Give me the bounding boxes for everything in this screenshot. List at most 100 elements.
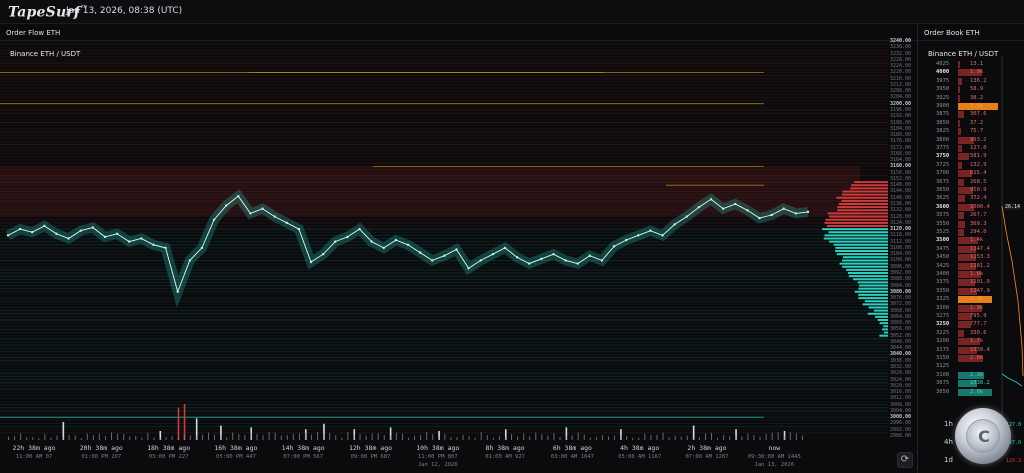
price-tick-label: 3072.00 [890,301,912,308]
volume-tick [583,434,585,440]
order-book-row[interactable]: 3725 132.9 [926,161,998,169]
order-book-row[interactable]: 3550 369.3 [926,220,998,228]
order-book-row[interactable]: 3050 2.8k [926,388,998,396]
time-axis[interactable]: 22h 38m ago 11:00 AM 07 20h 38m ago 01:00 P… [0,444,888,473]
order-book-row[interactable]: 4025 13.1 [926,60,998,68]
order-book-depth-bar [958,304,982,312]
order-book-quantity: 3.8k [970,103,984,109]
order-book-depth-bar [958,161,962,169]
order-book-row[interactable]: 3200 1.7k [926,337,998,346]
volume-tick [377,433,379,440]
order-book-depth-bar [958,153,970,161]
price-tick-label: 3068.00 [890,307,912,314]
order-book-row[interactable]: 3775 127.0 [926,144,998,152]
order-book-row[interactable]: 3900 3.8k [926,102,998,110]
order-book-row[interactable]: 3500 1.4k [926,236,998,245]
order-book-row[interactable]: 3950 58.9 [926,85,998,94]
volume-bar [177,407,180,440]
badge-inner: C [966,419,1000,453]
order-book-price: 3500 [936,237,950,244]
order-book-row[interactable]: 3525 294.0 [926,228,998,236]
order-book-row[interactable]: 3400 1.8k [926,270,998,278]
order-book-row[interactable]: 3650 950.9 [926,186,998,194]
order-book-row[interactable]: 3825 75.7 [926,127,998,136]
order-book-row[interactable]: 3225 330.6 [926,329,998,337]
volume-tick [232,432,234,440]
order-book-row[interactable]: 4000 1.9k [926,68,998,77]
app-badge-logo[interactable]: C [955,408,1011,464]
price-trace-point [758,216,761,220]
volume-tick [674,435,676,440]
divider [918,40,1024,41]
order-book-row[interactable]: 3975 136.2 [926,77,998,85]
price-trace-point [540,257,543,261]
volume-tick [511,434,513,440]
order-book-row[interactable]: 3100 2.2k [926,371,998,379]
timeframe-label: 1d [944,456,953,464]
price-trace-point [588,254,592,257]
time-ago-label: 4h 38m ago [620,444,660,452]
order-book-row[interactable]: 3175 1339.4 [926,346,998,354]
volume-tick [680,436,682,440]
price-tick-label: 3204.00 [890,94,912,101]
order-book-row[interactable]: 3450 1153.3 [926,253,998,262]
volume-tick [438,437,440,440]
order-book-row[interactable]: 3350 1247.9 [926,287,998,295]
order-book-row[interactable]: 3125 [926,362,998,370]
volume-tick [638,437,640,440]
chart-settings-button[interactable]: ⟳ [897,452,913,468]
order-book-row[interactable]: 3625 372.4 [926,194,998,203]
order-book-row[interactable]: 3375 1101.9 [926,278,998,287]
price-tick-label: 3168.00 [890,150,912,157]
timeframe-volume-row[interactable]: 1d 129.3 [944,456,1024,466]
volume-tick [353,434,355,440]
panel-divider[interactable] [917,24,918,473]
order-book-row[interactable]: 3750 581.9 [926,152,998,161]
order-book-row[interactable]: 3275 795.9 [926,312,998,320]
price-axis[interactable]: 3240.00 3236.00 3232.00 3228.00 3224.00 3220.… [888,38,918,441]
order-book-depth-bar [958,371,985,379]
price-tick-label: 3164.00 [890,157,912,164]
order-book-price: 3100 [936,371,950,378]
volume-tick [480,432,482,440]
order-book-row[interactable]: 3075 1338.2 [926,379,998,388]
price-trace-point [358,227,361,231]
order-book-row[interactable]: 3325 2.9k [926,295,998,304]
price-trace-point [406,243,410,246]
order-flow-heatmap[interactable] [0,41,888,444]
timeframe-volume-row[interactable]: 4h 127.0 [944,438,1024,448]
order-book-row[interactable]: 3575 267.7 [926,211,998,220]
order-book-row[interactable]: 3150 2.0k [926,354,998,362]
volume-tick [56,435,58,440]
order-book-row[interactable]: 3425 1181.2 [926,262,998,270]
order-book-price: 3200 [936,338,950,345]
order-book-row[interactable]: 3875 307.6 [926,110,998,119]
tapesurf-logo[interactable]: TapeSurf™ [8,3,88,21]
order-book-price: 3825 [936,128,950,135]
volume-tick [686,435,688,440]
volume-tick [589,437,591,440]
order-book-row[interactable]: 3600 1000.4 [926,203,998,211]
order-book-row[interactable]: 3475 1147.4 [926,245,998,253]
order-book-row[interactable]: 3800 993.2 [926,136,998,144]
order-book-quantity: 1339.4 [970,346,990,353]
price-trace-point [564,259,567,262]
order-book-row[interactable]: 3700 815.4 [926,169,998,178]
volume-tick [189,435,191,440]
order-book-row[interactable]: 3925 38.2 [926,94,998,102]
timeframe-volume-row[interactable]: 1h 127.0 [944,420,1024,430]
time-tick-label: 18h 38m ago 03:00 PM 227 [129,444,209,460]
order-flow-exchange-label: Binance ETH / USDT [10,50,81,58]
order-book-depth-bar [958,237,978,245]
order-book-row[interactable]: 3675 268.5 [926,178,998,186]
order-book-quantity: 815.4 [970,170,987,177]
order-book-depth-bar [958,229,964,236]
order-book-row[interactable]: 3300 1.9k [926,304,998,312]
order-book-price: 3350 [936,287,950,294]
price-trace-point [31,231,34,234]
order-book-row[interactable]: 3850 37.2 [926,119,998,127]
price-tick-label: 3096.00 [890,263,912,270]
price-trace-point [528,262,531,265]
volume-tick [26,437,28,440]
order-book-row[interactable]: 3250 777.7 [926,320,998,329]
